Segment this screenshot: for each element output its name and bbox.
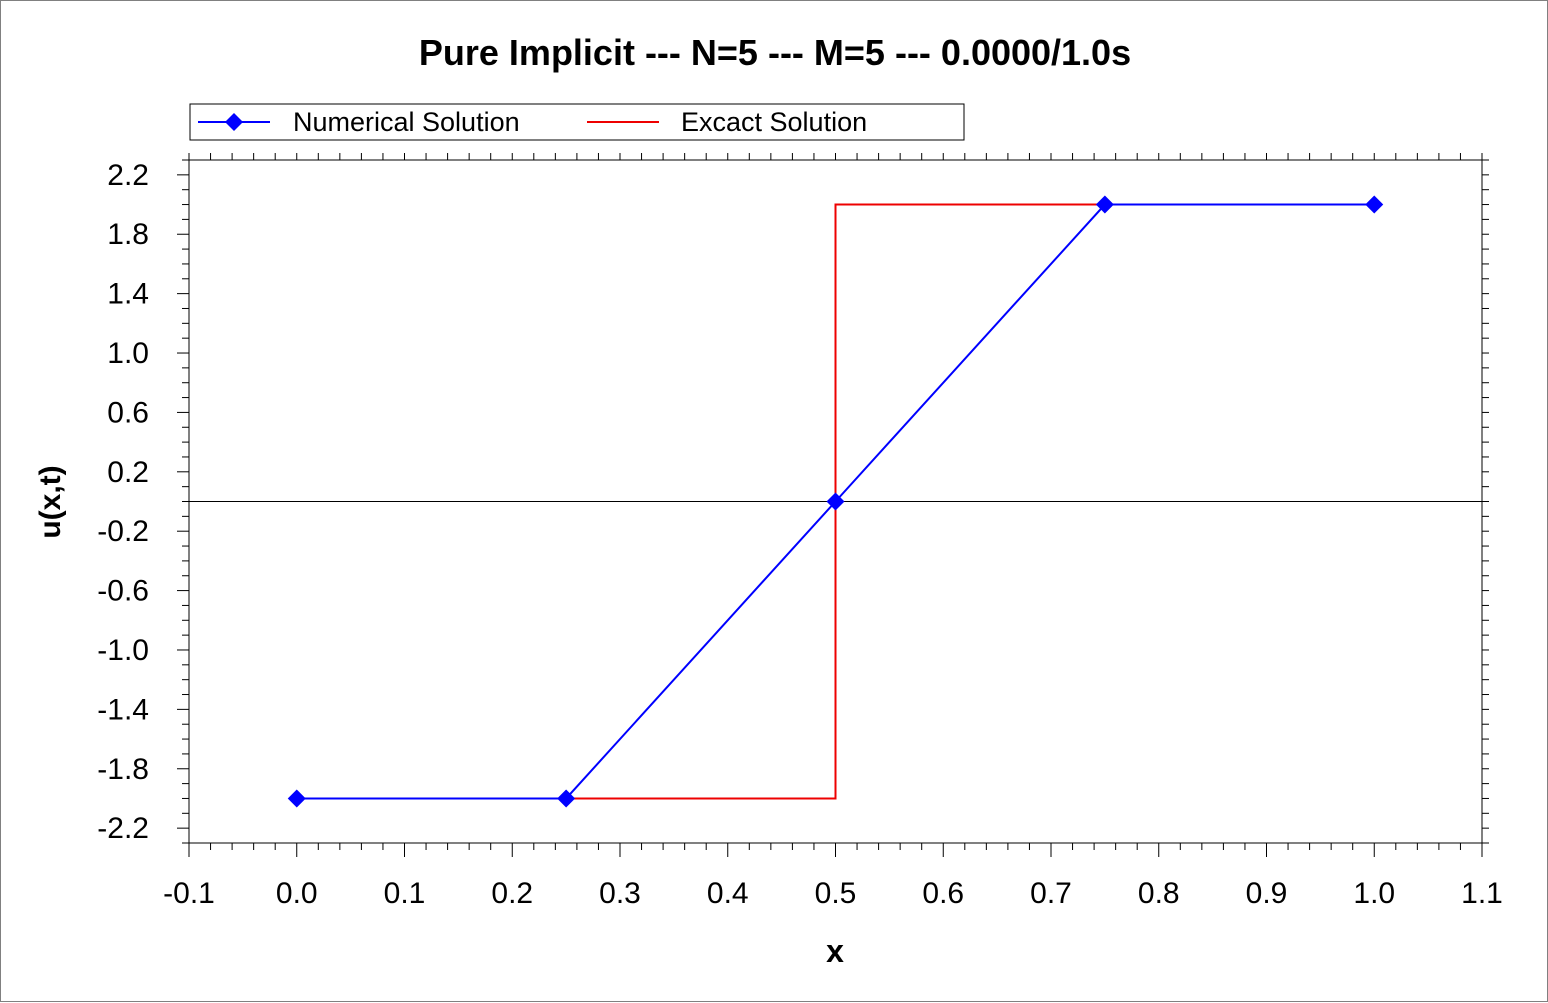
x-tick-label: 0.3 xyxy=(599,877,641,910)
x-tick-label: 0.6 xyxy=(922,877,964,910)
y-axis-label: u(x,t) xyxy=(34,465,67,538)
y-tick-label: 1.0 xyxy=(107,337,149,370)
legend-label-exact: Excact Solution xyxy=(681,107,867,137)
y-tick-label: 0.6 xyxy=(107,396,149,429)
x-tick-label: 1.1 xyxy=(1461,877,1503,910)
x-tick-label: 0.4 xyxy=(707,877,749,910)
y-tick-label: -1.4 xyxy=(97,693,149,726)
y-tick-label: -1.8 xyxy=(97,753,149,786)
x-tick-label: 0.7 xyxy=(1030,877,1072,910)
y-axis-tick-labels: 2.2 1.8 1.4 1.0 0.6 0.2 -0.2 -0.6 -1.0 -1.4 -1.8 -2… xyxy=(97,159,149,845)
y-axis-ticks xyxy=(177,159,1489,844)
y-tick-label: -0.2 xyxy=(97,515,149,548)
x-tick-label: 1.0 xyxy=(1353,877,1395,910)
x-tick-label: 0.0 xyxy=(276,877,318,910)
legend-box xyxy=(189,103,965,141)
x-tick-label: -0.1 xyxy=(163,877,215,910)
legend: Numerical Solution Excact Solution xyxy=(189,103,965,141)
y-tick-label: -0.6 xyxy=(97,575,149,608)
data-point-diamond xyxy=(1095,195,1114,214)
x-tick-label: 0.8 xyxy=(1138,877,1180,910)
data-point-diamond xyxy=(826,492,845,511)
data-point-diamond xyxy=(287,789,306,808)
legend-label-numerical: Numerical Solution xyxy=(293,107,520,137)
y-tick-label: 1.4 xyxy=(107,278,149,311)
y-tick-label: -2.2 xyxy=(97,812,149,845)
x-tick-label: 0.2 xyxy=(491,877,533,910)
y-tick-label: -1.0 xyxy=(97,634,149,667)
y-tick-label: 2.2 xyxy=(107,159,149,192)
x-axis-label: x xyxy=(826,933,844,969)
x-axis-ticks xyxy=(188,153,1483,857)
series-layer xyxy=(287,195,1384,808)
y-tick-label: 1.8 xyxy=(107,218,149,251)
data-point-diamond xyxy=(1365,195,1384,214)
x-tick-label: 0.5 xyxy=(815,877,857,910)
x-tick-label: 0.9 xyxy=(1246,877,1288,910)
x-axis-tick-labels: -0.1 0.0 0.1 0.2 0.3 0.4 0.5 0.6 0.7 0.8 0.9 1.0 1.1 xyxy=(163,877,1503,910)
data-point-diamond xyxy=(557,789,576,808)
chart-title: Pure Implicit --- N=5 --- M=5 --- 0.0000… xyxy=(419,32,1131,73)
y-tick-label: 0.2 xyxy=(107,456,149,489)
x-tick-label: 0.1 xyxy=(384,877,426,910)
legend-marker-numerical-diamond-icon xyxy=(225,113,243,131)
